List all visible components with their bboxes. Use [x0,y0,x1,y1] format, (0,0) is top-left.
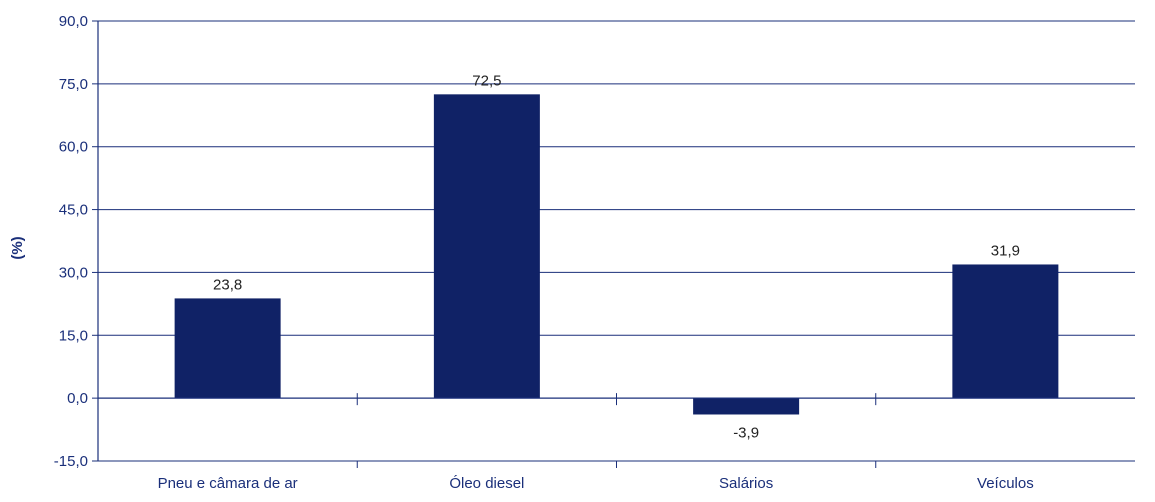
y-tick-label: 15,0 [59,327,88,344]
bar-1 [174,298,281,399]
category-label: Veículos [977,475,1034,492]
y-tick-label: 30,0 [59,264,88,281]
bar-3 [693,398,800,415]
y-tick-label: -15,0 [54,453,88,470]
value-label: 72,5 [472,72,501,89]
value-label: 23,8 [213,276,242,293]
category-label: Salários [719,475,773,492]
y-tick-label: 75,0 [59,76,88,93]
value-label: 31,9 [991,242,1020,259]
category-label: Pneu e câmara de ar [158,475,298,492]
y-axis-label: (%) [9,236,26,259]
bars [174,94,1059,415]
y-tick-label: 45,0 [59,202,88,219]
axes [92,20,1135,468]
bar-4 [952,264,1059,399]
bar-2 [433,94,540,399]
labels: -15,0 0,0 15,0 30,0 45,0 60,0 75,0 90,0 23,8 Pneu… [54,13,1034,492]
y-tick-label: 60,0 [59,139,88,156]
category-label: Óleo diesel [449,475,524,492]
y-tick-label: 0,0 [67,390,88,407]
value-label: -3,9 [733,424,759,441]
y-tick-label: 90,0 [59,13,88,30]
